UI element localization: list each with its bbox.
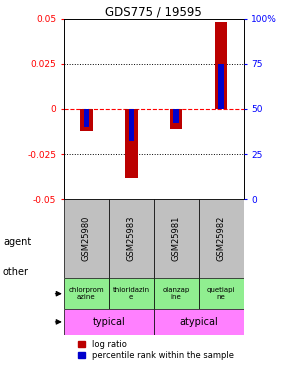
Bar	[199, 199, 244, 278]
Bar	[64, 199, 109, 278]
Bar	[218, 64, 224, 109]
Text: agent: agent	[3, 237, 31, 247]
Bar	[154, 309, 244, 334]
Bar	[64, 309, 154, 334]
Bar	[109, 199, 154, 278]
Bar	[109, 278, 154, 309]
Bar	[64, 278, 109, 309]
Bar	[125, 109, 137, 178]
Text: chlorprom
azine: chlorprom azine	[68, 287, 104, 300]
Bar	[215, 22, 227, 109]
Text: atypical: atypical	[179, 317, 218, 327]
Text: typical: typical	[93, 317, 125, 327]
Text: other: other	[3, 267, 29, 277]
Text: GSM25980: GSM25980	[82, 216, 91, 261]
Bar	[173, 109, 179, 123]
Text: quetiapi
ne: quetiapi ne	[207, 287, 235, 300]
Bar	[199, 278, 244, 309]
Text: thioridazin
e: thioridazin e	[113, 287, 150, 300]
Bar	[154, 199, 199, 278]
Text: GSM25982: GSM25982	[217, 216, 226, 261]
Bar	[154, 278, 199, 309]
Text: GSM25983: GSM25983	[127, 216, 136, 261]
Bar	[80, 109, 93, 130]
Text: olanzap
ine: olanzap ine	[163, 287, 190, 300]
Bar	[128, 109, 134, 141]
Bar	[84, 109, 89, 127]
Legend: log ratio, percentile rank within the sample: log ratio, percentile rank within the sa…	[77, 339, 235, 360]
Bar	[170, 109, 182, 129]
Title: GDS775 / 19595: GDS775 / 19595	[105, 6, 202, 19]
Text: GSM25981: GSM25981	[172, 216, 181, 261]
